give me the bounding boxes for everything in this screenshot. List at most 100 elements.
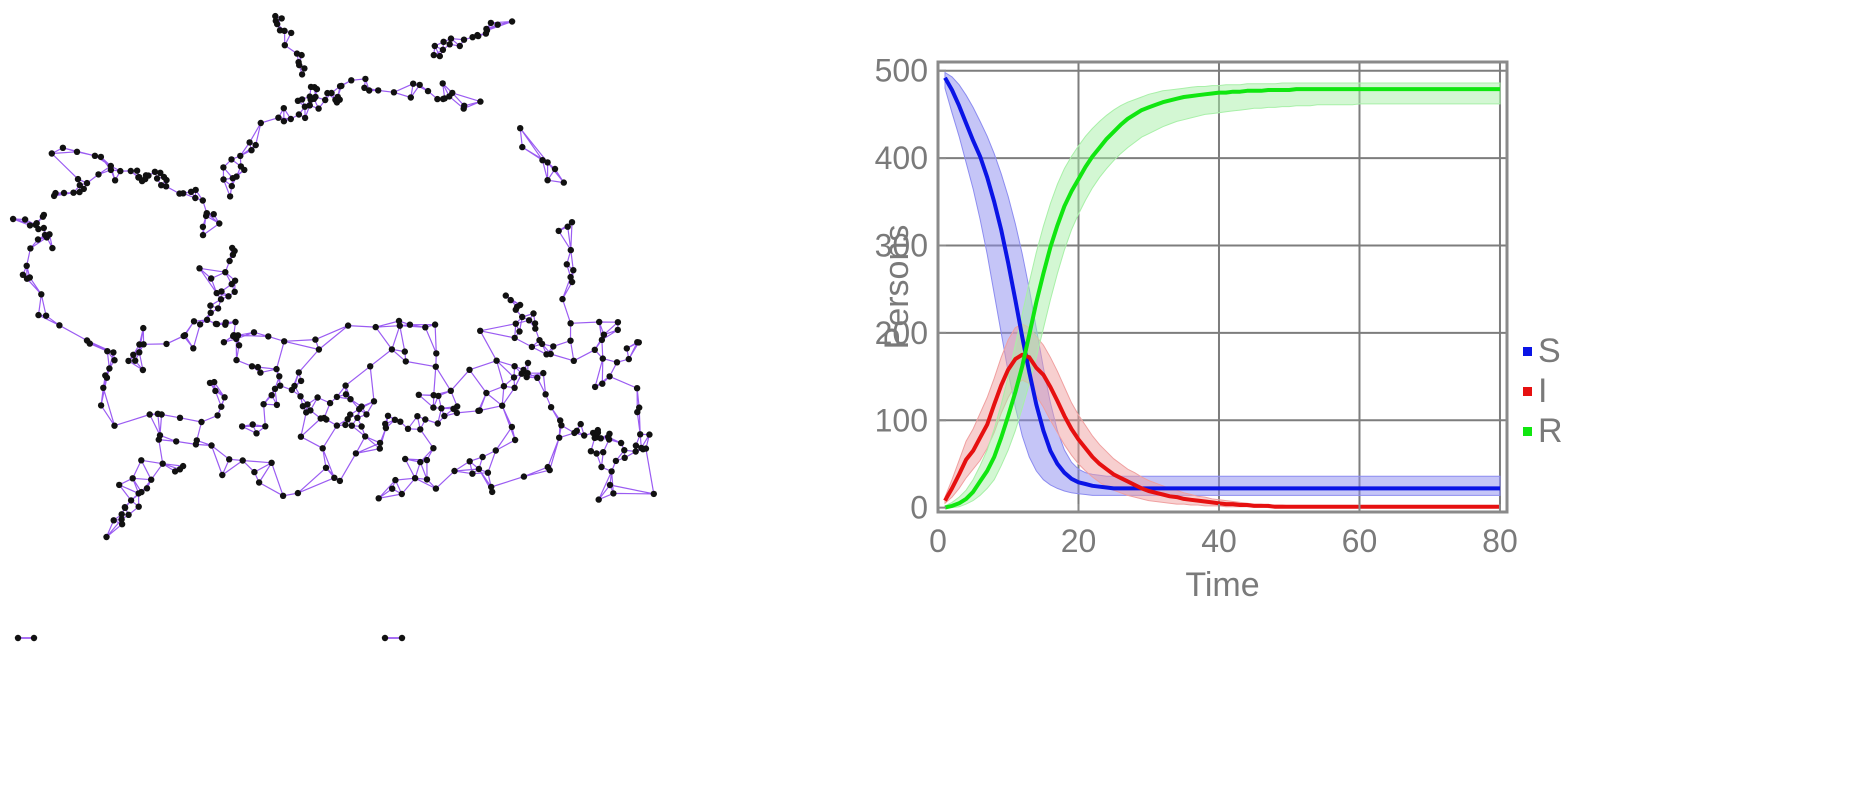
network-node bbox=[434, 420, 441, 427]
network-node bbox=[248, 363, 256, 370]
network-node bbox=[156, 432, 164, 439]
network-node bbox=[226, 193, 234, 200]
network-node bbox=[173, 438, 180, 445]
network-node bbox=[516, 301, 524, 309]
network-node bbox=[34, 236, 42, 243]
network-node bbox=[532, 325, 539, 332]
network-node bbox=[237, 163, 245, 170]
network-node bbox=[192, 441, 200, 448]
network-node bbox=[518, 370, 525, 377]
network-node bbox=[564, 223, 571, 230]
network-node bbox=[135, 503, 142, 510]
network-node bbox=[322, 96, 329, 104]
network-node bbox=[248, 147, 255, 154]
network-node bbox=[338, 82, 345, 90]
network-node bbox=[388, 346, 396, 353]
network-node bbox=[555, 227, 562, 235]
legend-swatch-I bbox=[1523, 387, 1532, 396]
network-node bbox=[199, 223, 207, 230]
network-node bbox=[510, 374, 518, 381]
network-node bbox=[176, 414, 184, 421]
legend-label-R: R bbox=[1538, 412, 1563, 450]
network-node bbox=[625, 355, 632, 363]
network-node bbox=[567, 273, 574, 281]
network-node bbox=[111, 422, 118, 429]
contact-network-graph bbox=[9, 12, 657, 642]
network-node bbox=[621, 447, 628, 454]
network-node bbox=[559, 295, 566, 303]
network-node bbox=[257, 119, 264, 127]
network-node bbox=[70, 189, 77, 196]
network-node bbox=[235, 342, 243, 349]
y-tick-label: 300 bbox=[875, 227, 928, 263]
network-node bbox=[494, 21, 501, 28]
network-node bbox=[301, 65, 308, 72]
network-node bbox=[103, 533, 110, 541]
network-node bbox=[238, 423, 246, 430]
network-node bbox=[76, 188, 83, 196]
network-node bbox=[199, 197, 206, 204]
network-node bbox=[301, 103, 309, 110]
network-node bbox=[60, 189, 68, 197]
network-node bbox=[301, 114, 309, 122]
network-node bbox=[447, 387, 454, 394]
network-node bbox=[432, 485, 440, 492]
network-node bbox=[487, 19, 495, 27]
network-node bbox=[118, 521, 126, 528]
network-node bbox=[121, 504, 129, 511]
network-node bbox=[577, 420, 584, 428]
network-node bbox=[42, 232, 50, 240]
network-node bbox=[280, 105, 287, 112]
network-node bbox=[216, 220, 223, 227]
network-node bbox=[354, 414, 361, 421]
isolated-component-node bbox=[30, 634, 38, 642]
network-node bbox=[434, 95, 441, 103]
y-tick-label: 400 bbox=[875, 140, 928, 176]
network-node bbox=[40, 211, 48, 219]
network-node bbox=[524, 370, 531, 377]
network-node bbox=[391, 416, 399, 423]
network-node bbox=[422, 324, 429, 331]
network-node bbox=[570, 357, 577, 364]
network-node bbox=[460, 36, 468, 43]
network-node bbox=[157, 169, 164, 176]
network-node bbox=[599, 380, 606, 387]
network-node bbox=[544, 159, 551, 166]
network-edges bbox=[12, 15, 655, 639]
network-node bbox=[33, 220, 40, 227]
network-node bbox=[469, 34, 476, 41]
network-node bbox=[530, 310, 537, 317]
network-node bbox=[42, 312, 50, 319]
network-node bbox=[605, 436, 613, 443]
network-node bbox=[366, 87, 373, 94]
network-node bbox=[440, 38, 447, 45]
network-node bbox=[613, 359, 621, 366]
network-node bbox=[617, 439, 625, 447]
network-node bbox=[634, 339, 641, 346]
network-node bbox=[342, 421, 349, 429]
network-node bbox=[254, 363, 262, 371]
network-node bbox=[563, 261, 570, 268]
network-node bbox=[556, 434, 563, 441]
network-node bbox=[528, 343, 536, 351]
network-node bbox=[136, 349, 143, 356]
network-node bbox=[211, 378, 218, 386]
network-node bbox=[228, 182, 235, 190]
legend-label-I: I bbox=[1538, 372, 1547, 410]
network-node bbox=[540, 369, 547, 377]
network-node bbox=[404, 425, 412, 432]
network-node bbox=[249, 421, 256, 428]
network-node bbox=[382, 424, 390, 432]
network-node bbox=[27, 245, 34, 252]
network-node bbox=[372, 323, 379, 331]
network-node bbox=[633, 385, 641, 392]
network-node bbox=[313, 85, 321, 93]
network-node bbox=[500, 383, 508, 390]
network-node bbox=[246, 139, 253, 146]
network-node bbox=[303, 409, 310, 416]
network-node bbox=[130, 351, 137, 358]
network-node bbox=[97, 153, 105, 161]
network-node bbox=[456, 42, 463, 50]
network-node bbox=[192, 194, 199, 202]
network-node bbox=[587, 448, 595, 455]
